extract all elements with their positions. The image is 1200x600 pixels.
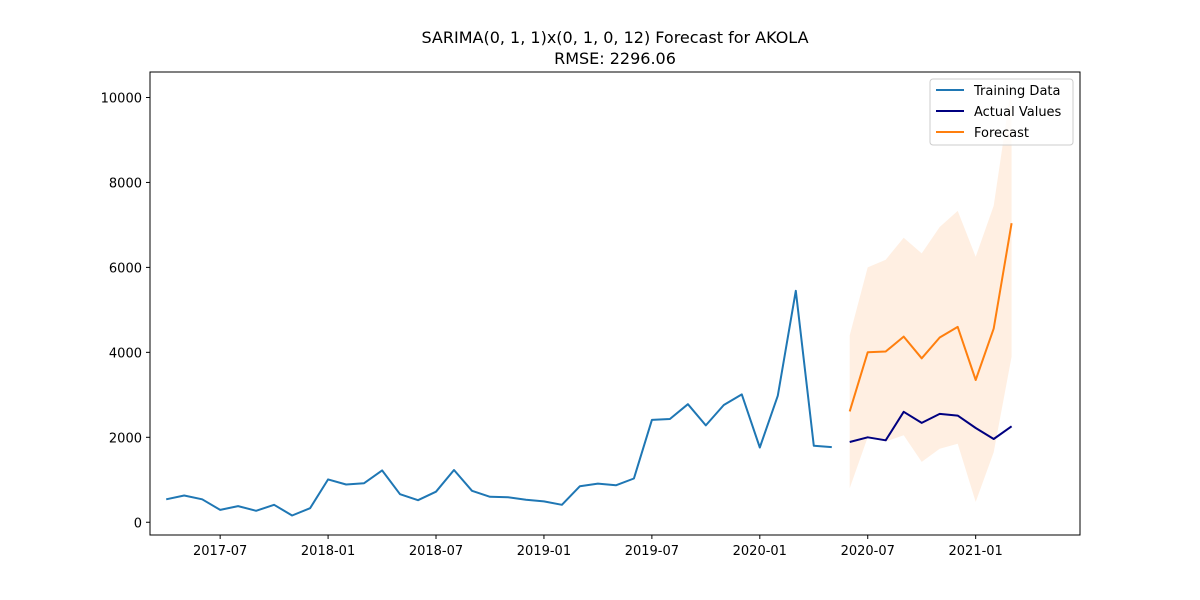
legend: Training Data Actual Values Forecast: [929, 78, 1074, 146]
legend-label: Actual Values: [974, 105, 1062, 120]
x-tick-label: 2019-07: [625, 544, 679, 559]
x-tick-label: 2018-07: [409, 544, 463, 559]
series-line-training-data: [165, 289, 832, 517]
x-tick-label: 2021-01: [949, 544, 1003, 559]
x-tick-label: 2019-01: [517, 544, 571, 559]
axes-frame: [149, 71, 1081, 536]
legend-box: [929, 78, 1074, 146]
y-tick-label: 2000: [109, 431, 142, 446]
y-tick-label: 4000: [109, 346, 142, 361]
x-tick-label: 2020-07: [841, 544, 895, 559]
confidence-band: [849, 84, 1012, 502]
series-line-forecast: [848, 223, 1013, 412]
x-tick-label: 2020-01: [733, 544, 787, 559]
plot-area: [165, 84, 1013, 517]
x-tick-label: 2017-07: [193, 544, 247, 559]
chart-title: SARIMA(0, 1, 1)x(0, 1, 0, 12) Forecast f…: [421, 28, 808, 47]
y-tick-label: 10000: [101, 91, 142, 106]
y-tick-label: 6000: [109, 261, 142, 276]
series-line-actual-values: [849, 410, 1013, 443]
chart-subtitle: RMSE: 2296.06: [554, 49, 676, 68]
y-tick-label: 0: [134, 516, 142, 531]
legend-label: Training Data: [973, 84, 1060, 99]
legend-label: Forecast: [974, 126, 1029, 141]
y-tick-label: 8000: [109, 176, 142, 191]
x-tick-label: 2018-01: [301, 544, 355, 559]
